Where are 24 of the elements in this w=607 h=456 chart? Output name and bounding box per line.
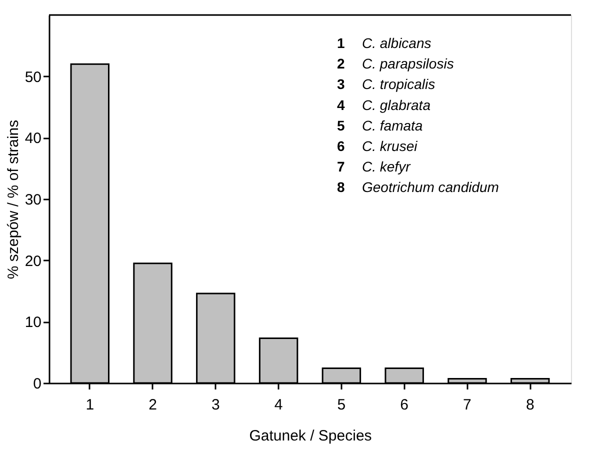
text: 8 Geotrichum candidum [337,179,499,196]
y-axis-title: % szepów / % of strains [4,120,22,280]
x-tick-label: 1 [86,396,94,414]
x-tick-label: 6 [400,396,409,414]
y-tick-label: 20 [24,252,42,270]
x-tick-label: 8 [526,396,534,414]
x-tick-label: 2 [148,396,157,414]
text: 6 C. krusei [337,138,418,154]
y-tick-label: 30 [24,192,42,208]
text: 4 C. glabrata [337,96,430,113]
text: 2 C. parapsilosis [337,56,454,72]
y-tick-label: 40 [24,130,42,148]
y-tick-label: 10 [24,314,42,332]
y-tick-label: 0 [33,376,42,392]
text: 5 C. famata [337,117,423,134]
x-tick-label: 3 [211,396,220,414]
x-tick-label: 5 [337,396,346,414]
text: 3 C. tropicalis [337,76,436,92]
text: 7 C. kefyr [337,158,410,175]
x-tick-label: 7 [463,396,472,414]
x-axis-title: Gatunek / Species [249,428,372,444]
x-tick-label: 4 [274,396,283,414]
text: 1 C. albicans [337,35,432,51]
y-tick-label: 50 [24,68,42,86]
